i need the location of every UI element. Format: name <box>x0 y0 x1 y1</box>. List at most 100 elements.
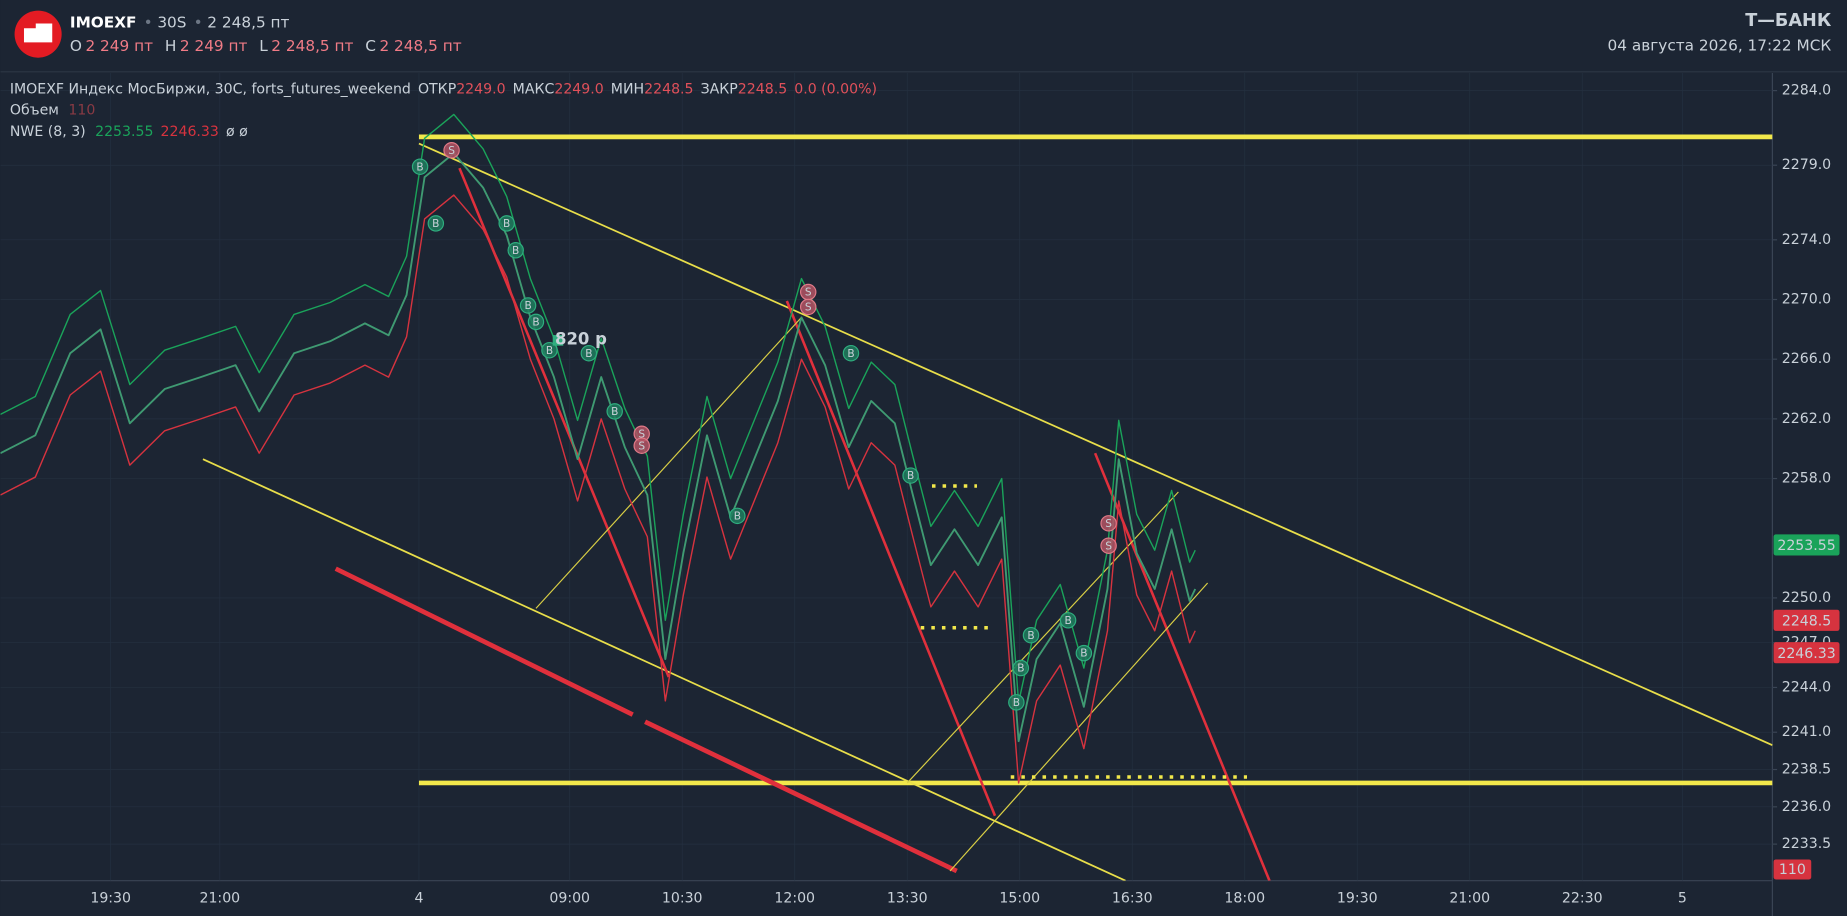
price-badge <box>1773 534 1840 556</box>
logo-mark <box>23 23 53 43</box>
signal-label: S <box>638 428 645 440</box>
legend-nwe: NWE (8, 3) 2253.55 2246.33 ø ø <box>10 124 248 140</box>
signal-label: B <box>1064 615 1071 627</box>
price-badge <box>1773 642 1840 664</box>
legend-value: 2248.5 <box>738 81 787 97</box>
signal-label: B <box>532 316 539 328</box>
price-badge-label: 2246.33 <box>1777 646 1835 662</box>
signal <box>1008 694 1025 711</box>
signal <box>842 344 860 362</box>
x-tick-label: 18:00 <box>1224 890 1265 906</box>
dot: • <box>194 13 203 31</box>
trend-line <box>906 491 1179 784</box>
signal-label: B <box>1017 663 1024 675</box>
y-tick-label: 2262.0 <box>1782 411 1831 427</box>
y-tick-label: 2233.5 <box>1782 836 1831 852</box>
x-tick-label: 16:30 <box>1112 890 1153 906</box>
trend-line <box>418 142 1773 747</box>
x-tick-label: 4 <box>414 890 423 906</box>
signal-label: B <box>546 345 553 357</box>
signal-label: B <box>734 510 741 522</box>
signal-label: B <box>907 470 914 482</box>
ohlc-key: C <box>365 36 376 54</box>
y-tick-label: 2279.0 <box>1782 157 1831 173</box>
signal-label: S <box>1105 540 1112 552</box>
legend-value: 2253.55 <box>95 124 153 140</box>
x-tick-label: 22:30 <box>1562 890 1603 906</box>
signal <box>1012 659 1030 677</box>
y-tick-label: 2274.0 <box>1782 232 1831 248</box>
y-tick-label: 2244.0 <box>1782 679 1831 695</box>
signal-label: B <box>432 218 439 230</box>
y-tick-label: 2270.0 <box>1782 292 1831 308</box>
signal <box>498 215 515 232</box>
ohlc-value: 2 249 пт <box>180 36 248 54</box>
y-tick-label: 2266.0 <box>1782 351 1831 367</box>
signal-label: B <box>503 218 510 230</box>
signal <box>1100 515 1117 532</box>
signal <box>580 344 598 362</box>
signal <box>427 215 445 232</box>
x-tick-label: 19:30 <box>90 890 131 906</box>
series-line-lower <box>0 194 1196 784</box>
signal-label: S <box>805 302 812 314</box>
ticker: IMOEXF <box>70 13 137 31</box>
y-tick-label: 2241.0 <box>1782 724 1831 740</box>
trend-line <box>644 719 958 874</box>
legend-extra: ø ø <box>226 124 248 140</box>
signal-label: S <box>448 145 455 157</box>
legend-key: ОТКР <box>418 81 457 97</box>
series-line <box>0 113 1196 704</box>
signal <box>902 467 919 484</box>
x-tick-label: 5 <box>1678 890 1687 906</box>
price-badge <box>1773 609 1840 631</box>
legend-change: 0.0 (0.00%) <box>794 81 877 97</box>
volume-badge-label: 110 <box>1779 862 1806 878</box>
signal-label: B <box>1013 697 1020 709</box>
volume-badge <box>1773 859 1812 880</box>
legend-key: ЗАКР <box>701 81 739 97</box>
trend-line <box>785 300 997 817</box>
dot: • <box>144 13 153 31</box>
signal <box>527 313 545 331</box>
signal-label: B <box>512 245 519 257</box>
y-tick-label: 2238.5 <box>1782 762 1831 778</box>
interval: 30S <box>157 13 186 31</box>
brand: Т—БАНК <box>1745 11 1832 31</box>
annotation: 820 р <box>555 329 607 348</box>
x-tick-label: 10:30 <box>662 890 703 906</box>
signal <box>507 242 524 259</box>
legend-key: МИН <box>611 81 644 97</box>
signal-label: S <box>1105 518 1112 530</box>
signal-label: S <box>805 287 812 299</box>
signal-label: S <box>638 440 645 452</box>
annotation-marker <box>552 335 564 346</box>
legend-value: 2249.0 <box>456 81 505 97</box>
y-tick-label: 2258.0 <box>1782 471 1831 487</box>
x-tick-label: 15:00 <box>999 890 1040 906</box>
legend-value: 2249.0 <box>554 81 603 97</box>
datetime: 04 августа 2026, 17:22 МСК <box>1608 36 1832 54</box>
ohlc-key: O <box>70 36 82 54</box>
trend-line <box>334 566 634 717</box>
signal <box>633 437 650 454</box>
signal-label: B <box>1080 648 1087 660</box>
legend-value: 2248.5 <box>644 81 693 97</box>
legend-volume: Объем 110 <box>10 103 95 119</box>
legend-key: Объем <box>10 103 59 119</box>
signal-label: B <box>1027 630 1034 642</box>
price-badge-label: 2248.5 <box>1782 613 1831 629</box>
legend-title: IMOEXF Индекс МосБиржи, 30С, forts_futur… <box>10 81 411 97</box>
header-line: IMOEXF • 30S • 2 248,5 пт <box>70 13 290 31</box>
signal <box>1075 644 1093 662</box>
y-tick-label: 2250.0 <box>1782 590 1831 606</box>
signal <box>799 298 817 316</box>
signal <box>1022 626 1040 644</box>
x-tick-label: 21:00 <box>1449 890 1490 906</box>
signal <box>541 341 558 359</box>
legend: IMOEXF Индекс МосБиржи, 30С, forts_futur… <box>10 81 877 139</box>
